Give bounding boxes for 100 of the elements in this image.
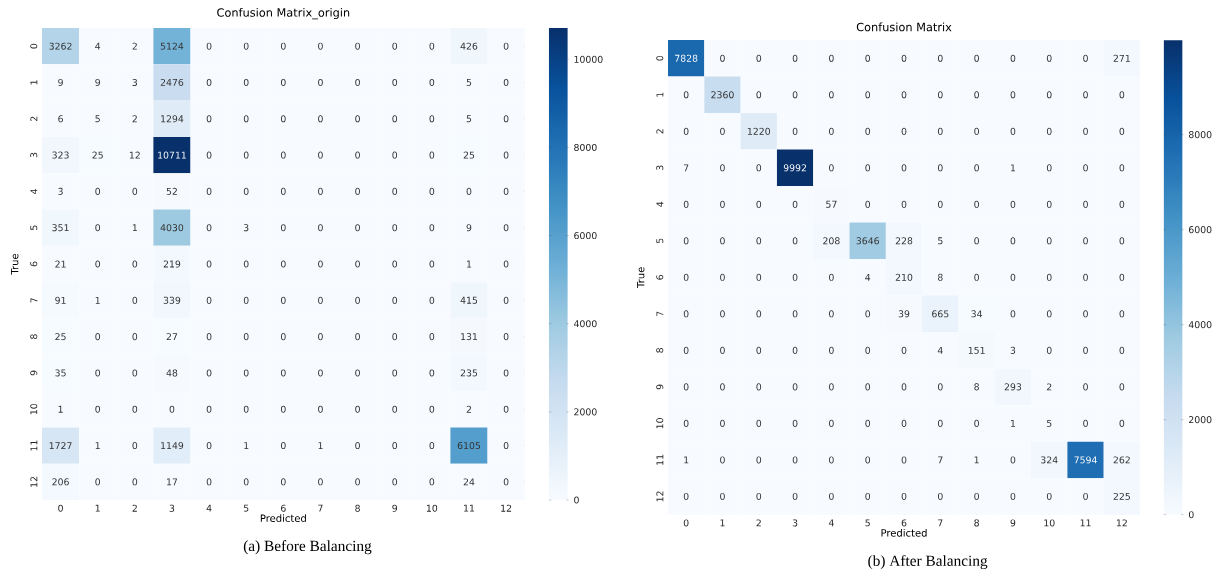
data-label: 0 (206, 187, 212, 195)
y-tick-label: 11 (656, 454, 664, 465)
data-label: 0 (901, 164, 907, 172)
data-label: 34 (971, 310, 983, 318)
data-label: 0 (503, 115, 509, 123)
data-label: 0 (355, 442, 360, 450)
data-label: 0 (792, 456, 798, 464)
data-label: 0 (318, 78, 323, 86)
data-label: 39 (898, 310, 910, 318)
data-label: 1 (318, 442, 323, 449)
data-label: 0 (865, 127, 871, 135)
data-label: 3646 (856, 237, 879, 245)
data-label: 0 (756, 237, 762, 245)
y-axis-title: True (637, 267, 645, 288)
data-label: 0 (466, 187, 472, 195)
data-label: 7 (938, 456, 943, 464)
data-label: 1 (1011, 419, 1016, 427)
data-label: 293 (1004, 383, 1022, 391)
data-label: 0 (392, 42, 398, 50)
data-label: 0 (355, 42, 360, 50)
data-label: 5 (466, 115, 472, 123)
data-label: 0 (720, 310, 725, 318)
x-tick-label: 0 (683, 519, 689, 527)
data-label: 1 (95, 296, 100, 304)
data-label: 0 (318, 42, 323, 50)
data-label: 0 (132, 187, 138, 195)
x-tick-label: 2 (132, 504, 137, 512)
data-label: 7828 (675, 54, 698, 62)
data-label: 0 (865, 492, 871, 500)
data-label: 0 (865, 419, 871, 427)
y-tick-label: 8 (656, 348, 664, 353)
data-label: 0 (937, 419, 943, 427)
data-label: 0 (355, 296, 360, 304)
x-tick-label: 7 (938, 519, 943, 527)
data-label: 0 (1010, 200, 1016, 208)
data-label: 7594 (1074, 456, 1097, 464)
data-label: 0 (429, 260, 435, 268)
data-label: 0 (503, 224, 509, 232)
data-label: 0 (318, 115, 323, 123)
data-label: 27 (166, 333, 178, 341)
data-label: 0 (355, 224, 360, 232)
y-tick-label: 10 (656, 418, 664, 429)
y-tick-label: 10 (30, 403, 38, 415)
x-axis-title: Predicted (881, 528, 927, 537)
data-label: 0 (720, 200, 725, 208)
data-label: 0 (720, 237, 725, 245)
data-label: 0 (280, 405, 286, 413)
data-label: 0 (1046, 346, 1052, 354)
y-tick-label: 6 (30, 261, 38, 267)
data-label: 0 (937, 383, 943, 391)
data-label: 8 (974, 383, 979, 391)
data-label: 0 (865, 346, 871, 354)
data-label: 0 (829, 346, 834, 354)
data-label: 0 (792, 200, 798, 208)
data-label: 0 (392, 369, 398, 377)
data-label: 0 (1119, 237, 1125, 245)
data-label: 0 (1083, 237, 1088, 245)
data-label: 1 (974, 456, 979, 464)
data-label: 0 (792, 54, 798, 62)
data-label: 0 (503, 369, 509, 377)
data-label: 17 (167, 478, 178, 486)
x-tick-label: 0 (58, 504, 63, 512)
data-label: 0 (792, 492, 798, 500)
data-label: 2 (466, 405, 472, 413)
data-label: 0 (1010, 310, 1016, 318)
data-label: 0 (243, 151, 249, 159)
y-axis-title: True (10, 253, 19, 275)
x-tick-label: 1 (95, 504, 100, 512)
data-label: 0 (392, 442, 398, 450)
data-label: 0 (683, 310, 689, 318)
data-label: 0 (429, 296, 435, 304)
data-label: 0 (720, 419, 725, 427)
data-label: 0 (792, 127, 798, 135)
data-label: 1220 (747, 127, 771, 135)
data-label: 0 (355, 405, 360, 413)
data-label: 0 (95, 187, 101, 195)
data-label: 0 (392, 333, 398, 341)
data-label: 0 (503, 78, 509, 86)
data-label: 0 (1046, 200, 1052, 208)
data-label: 0 (503, 405, 509, 413)
y-tick-label: 0 (656, 55, 664, 61)
data-label: 5 (938, 237, 943, 245)
data-label: 271 (1113, 54, 1130, 62)
color-bar-label: 0 (574, 496, 579, 504)
y-tick-label: 9 (656, 384, 664, 390)
data-label: 9 (58, 78, 63, 86)
data-label: 0 (829, 419, 834, 427)
data-label: 6 (58, 115, 63, 123)
data-label: 0 (756, 91, 762, 99)
data-label: 0 (937, 200, 943, 208)
data-label: 0 (355, 115, 360, 123)
data-label: 0 (1083, 310, 1088, 318)
data-label: 0 (829, 127, 834, 135)
data-label: 5 (95, 115, 100, 123)
data-label: 0 (756, 310, 762, 318)
data-label: 210 (895, 273, 913, 281)
data-label: 0 (829, 383, 834, 391)
data-label: 0 (429, 42, 435, 50)
data-label: 0 (865, 310, 871, 318)
data-label: 0 (243, 260, 249, 268)
